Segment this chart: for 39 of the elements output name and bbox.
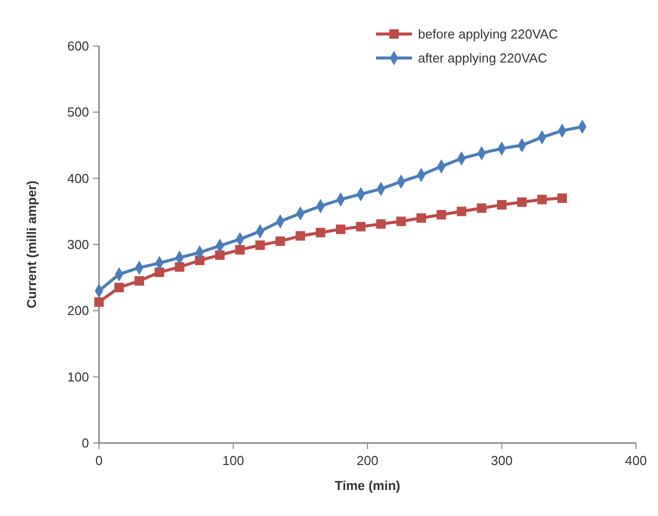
y-axis-title: Current (milli amper) <box>24 180 39 308</box>
point <box>316 228 326 238</box>
y-tick-label: 400 <box>67 170 89 186</box>
x-tick-label: 0 <box>95 453 103 468</box>
point <box>174 262 184 272</box>
point <box>557 193 567 203</box>
y-tick-label: 0 <box>82 436 89 451</box>
point <box>517 197 527 207</box>
point <box>456 206 466 216</box>
y-tick-label: 100 <box>67 369 89 384</box>
y-tick-label: 300 <box>67 237 89 252</box>
x-tick-label: 400 <box>625 453 647 468</box>
y-tick-label: 200 <box>67 303 89 318</box>
point <box>296 231 306 241</box>
point <box>497 200 506 210</box>
legend-label: before applying 220VAC <box>418 26 558 42</box>
y-tick-label: 600 <box>67 38 89 54</box>
point <box>114 282 124 292</box>
point <box>436 210 446 220</box>
point <box>275 236 285 246</box>
point <box>215 250 225 260</box>
legend-label: after applying 220VAC <box>418 50 548 66</box>
y-tick-label: 500 <box>67 104 89 120</box>
point <box>376 219 386 229</box>
point <box>537 194 547 204</box>
point <box>134 276 144 286</box>
point <box>235 245 245 255</box>
point <box>94 297 104 307</box>
x-axis-title: Time (min) <box>334 478 400 493</box>
point <box>476 203 486 213</box>
x-tick-label: 300 <box>490 453 513 468</box>
point <box>255 240 265 250</box>
x-tick-label: 100 <box>222 453 244 468</box>
point <box>356 222 366 232</box>
point <box>396 216 406 226</box>
point <box>154 268 164 278</box>
point <box>416 213 426 223</box>
x-tick-label: 200 <box>356 453 378 468</box>
point <box>336 224 346 234</box>
